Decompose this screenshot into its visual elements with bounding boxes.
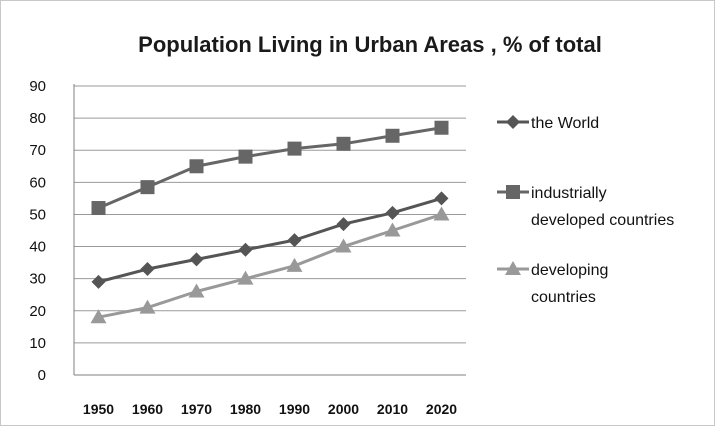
axis-layer: 0 10 20 30 40 50 60 70 80 90 1950 1960 1970 1980 1990 2… (29, 78, 466, 417)
x-tick-label: 1970 (181, 401, 212, 417)
data-point (91, 274, 106, 289)
legend-label: the World (531, 115, 599, 132)
legend-entry: industrially developed countries (497, 185, 674, 229)
legend-marker (506, 185, 520, 199)
legend-label: developing (531, 262, 608, 279)
data-point (434, 191, 449, 206)
y-tick-label: 40 (29, 239, 46, 256)
data-point (287, 233, 302, 248)
series-layer (90, 120, 450, 324)
data-point (434, 120, 449, 135)
legend-entry: developing countries (497, 261, 608, 306)
legend-marker (505, 261, 521, 275)
y-tick-label: 70 (29, 142, 46, 159)
data-point (385, 205, 400, 220)
x-tick-label: 1990 (279, 401, 310, 417)
x-tick-label: 2010 (377, 401, 408, 417)
data-point (286, 257, 303, 272)
data-point (384, 222, 401, 237)
x-tick-label: 1980 (230, 401, 261, 417)
legend: the World industrially developed countries… (497, 115, 674, 306)
data-point (237, 270, 254, 285)
legend-entry: the World (497, 115, 599, 132)
y-tick-label: 80 (29, 110, 46, 127)
series-diamond (91, 191, 449, 289)
series-line (98, 196, 442, 284)
data-point (336, 136, 351, 151)
legend-marker (506, 115, 520, 129)
data-point (385, 128, 400, 143)
data-point (188, 283, 205, 298)
data-point (139, 299, 156, 314)
legend-label: industrially (531, 185, 607, 202)
data-point (335, 238, 352, 253)
data-point (140, 262, 155, 277)
data-point (433, 206, 450, 221)
series-triangle (90, 206, 450, 324)
data-point (90, 309, 107, 324)
x-tick-label: 1950 (83, 401, 114, 417)
series-line (98, 213, 442, 319)
series-square (91, 120, 449, 216)
x-tick-label: 2000 (328, 401, 359, 417)
data-point (287, 141, 302, 156)
data-point (189, 159, 204, 174)
x-tick-label: 1960 (132, 401, 163, 417)
data-point (140, 180, 155, 195)
legend-label: developed countries (531, 212, 674, 229)
y-tick-label: 50 (29, 206, 46, 223)
data-point (91, 201, 106, 216)
data-point (189, 252, 204, 267)
grid-layer (74, 85, 466, 344)
y-tick-label: 10 (29, 335, 46, 352)
y-tick-label: 30 (29, 271, 46, 288)
y-tick-label: 60 (29, 174, 46, 191)
legend-label: countries (531, 289, 596, 306)
y-tick-label: 20 (29, 303, 46, 320)
series-line (97, 126, 442, 210)
y-tick-label: 90 (29, 78, 46, 95)
data-point (336, 217, 351, 232)
y-tick-label: 0 (38, 367, 46, 384)
data-point (238, 242, 253, 257)
data-point (238, 149, 253, 164)
x-tick-label: 2020 (426, 401, 457, 417)
chart-title: Population Living in Urban Areas , % of … (138, 32, 602, 57)
